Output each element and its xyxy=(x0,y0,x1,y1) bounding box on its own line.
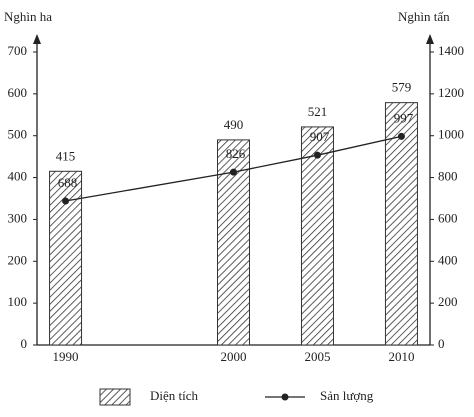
y-tick-label: 500 xyxy=(8,127,28,142)
y-tick-label: 0 xyxy=(21,336,28,351)
y2-tick-label: 200 xyxy=(438,294,458,309)
line-value-label: 997 xyxy=(394,110,414,125)
y2-tick-label: 1000 xyxy=(438,127,464,142)
y2-tick-label: 800 xyxy=(438,169,458,184)
y-tick-label: 200 xyxy=(8,252,28,267)
y2-axis-arrow xyxy=(426,34,434,44)
y-axis-label: Nghìn ha xyxy=(4,9,52,24)
x-tick-label: 1990 xyxy=(53,349,79,364)
legend-label: Sản lượng xyxy=(320,388,374,403)
legend-swatch xyxy=(99,388,131,406)
bar xyxy=(384,102,418,346)
y-tick-label: 100 xyxy=(8,294,28,309)
line-value-label: 688 xyxy=(58,175,78,190)
x-tick-label: 2010 xyxy=(388,349,414,364)
x-tick-label: 2000 xyxy=(221,349,247,364)
y2-tick-label: 0 xyxy=(438,336,445,351)
y-tick-label: 600 xyxy=(8,85,28,100)
y-tick-label: 300 xyxy=(8,210,28,225)
y2-tick-label: 1400 xyxy=(438,43,464,58)
bar-value-label: 490 xyxy=(224,117,244,132)
bar xyxy=(49,170,83,346)
y2-tick-label: 600 xyxy=(438,210,458,225)
legend-label: Diện tích xyxy=(150,388,199,403)
bar-value-label: 579 xyxy=(392,80,412,95)
line-point xyxy=(62,197,70,205)
y2-tick-label: 1200 xyxy=(438,85,464,100)
bar-value-label: 521 xyxy=(308,104,328,119)
y2-axis-label: Nghìn tấn xyxy=(398,9,450,24)
y-tick-label: 400 xyxy=(8,169,28,184)
y2-tick-label: 400 xyxy=(438,252,458,267)
line-point xyxy=(313,151,321,159)
line xyxy=(65,135,402,202)
y-tick-label: 700 xyxy=(8,43,28,58)
line-point xyxy=(397,132,405,140)
line-value-label: 907 xyxy=(310,129,330,144)
legend-swatch-dot xyxy=(281,393,289,401)
line-point xyxy=(230,168,237,176)
x-tick-label: 2005 xyxy=(304,349,330,364)
bar xyxy=(300,126,334,346)
line-value-label: 826 xyxy=(226,146,246,161)
y-axis-arrow xyxy=(33,34,41,44)
bar-value-label: 415 xyxy=(56,148,76,163)
